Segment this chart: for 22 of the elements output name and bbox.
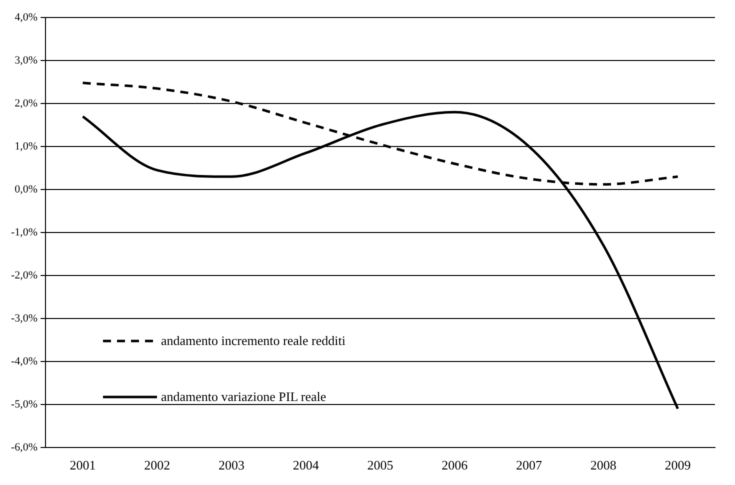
legend-label: andamento incremento reale redditi <box>161 333 346 349</box>
x-tick-label: 2002 <box>144 458 170 473</box>
y-tick-label: 0,0% <box>14 183 38 196</box>
x-tick-label: 2005 <box>367 458 394 473</box>
x-tick-label: 2004 <box>292 458 320 473</box>
x-tick-label: 2007 <box>516 458 543 473</box>
legend-label: andamento variazione PIL reale <box>161 389 326 405</box>
x-tick-label: 2003 <box>218 458 245 473</box>
y-tick-label: 1,0% <box>14 140 38 152</box>
x-tick-label: 2009 <box>664 458 691 473</box>
y-tick-label: 2,0% <box>14 97 38 110</box>
y-tick-label: -3,0% <box>11 312 38 324</box>
y-tick-label: 3,0% <box>14 54 38 66</box>
y-tick-label: -1,0% <box>11 226 38 238</box>
y-tick-label: -2,0% <box>11 269 38 282</box>
y-tick-label: -4,0% <box>11 355 38 368</box>
y-tick-label: 4,0% <box>14 11 38 24</box>
x-tick-label: 2001 <box>70 458 96 473</box>
x-tick-label: 2008 <box>590 458 616 473</box>
x-tick-label: 2006 <box>442 458 468 473</box>
y-tick-label: -6,0% <box>11 441 38 454</box>
y-tick-label: -5,0% <box>11 398 38 410</box>
